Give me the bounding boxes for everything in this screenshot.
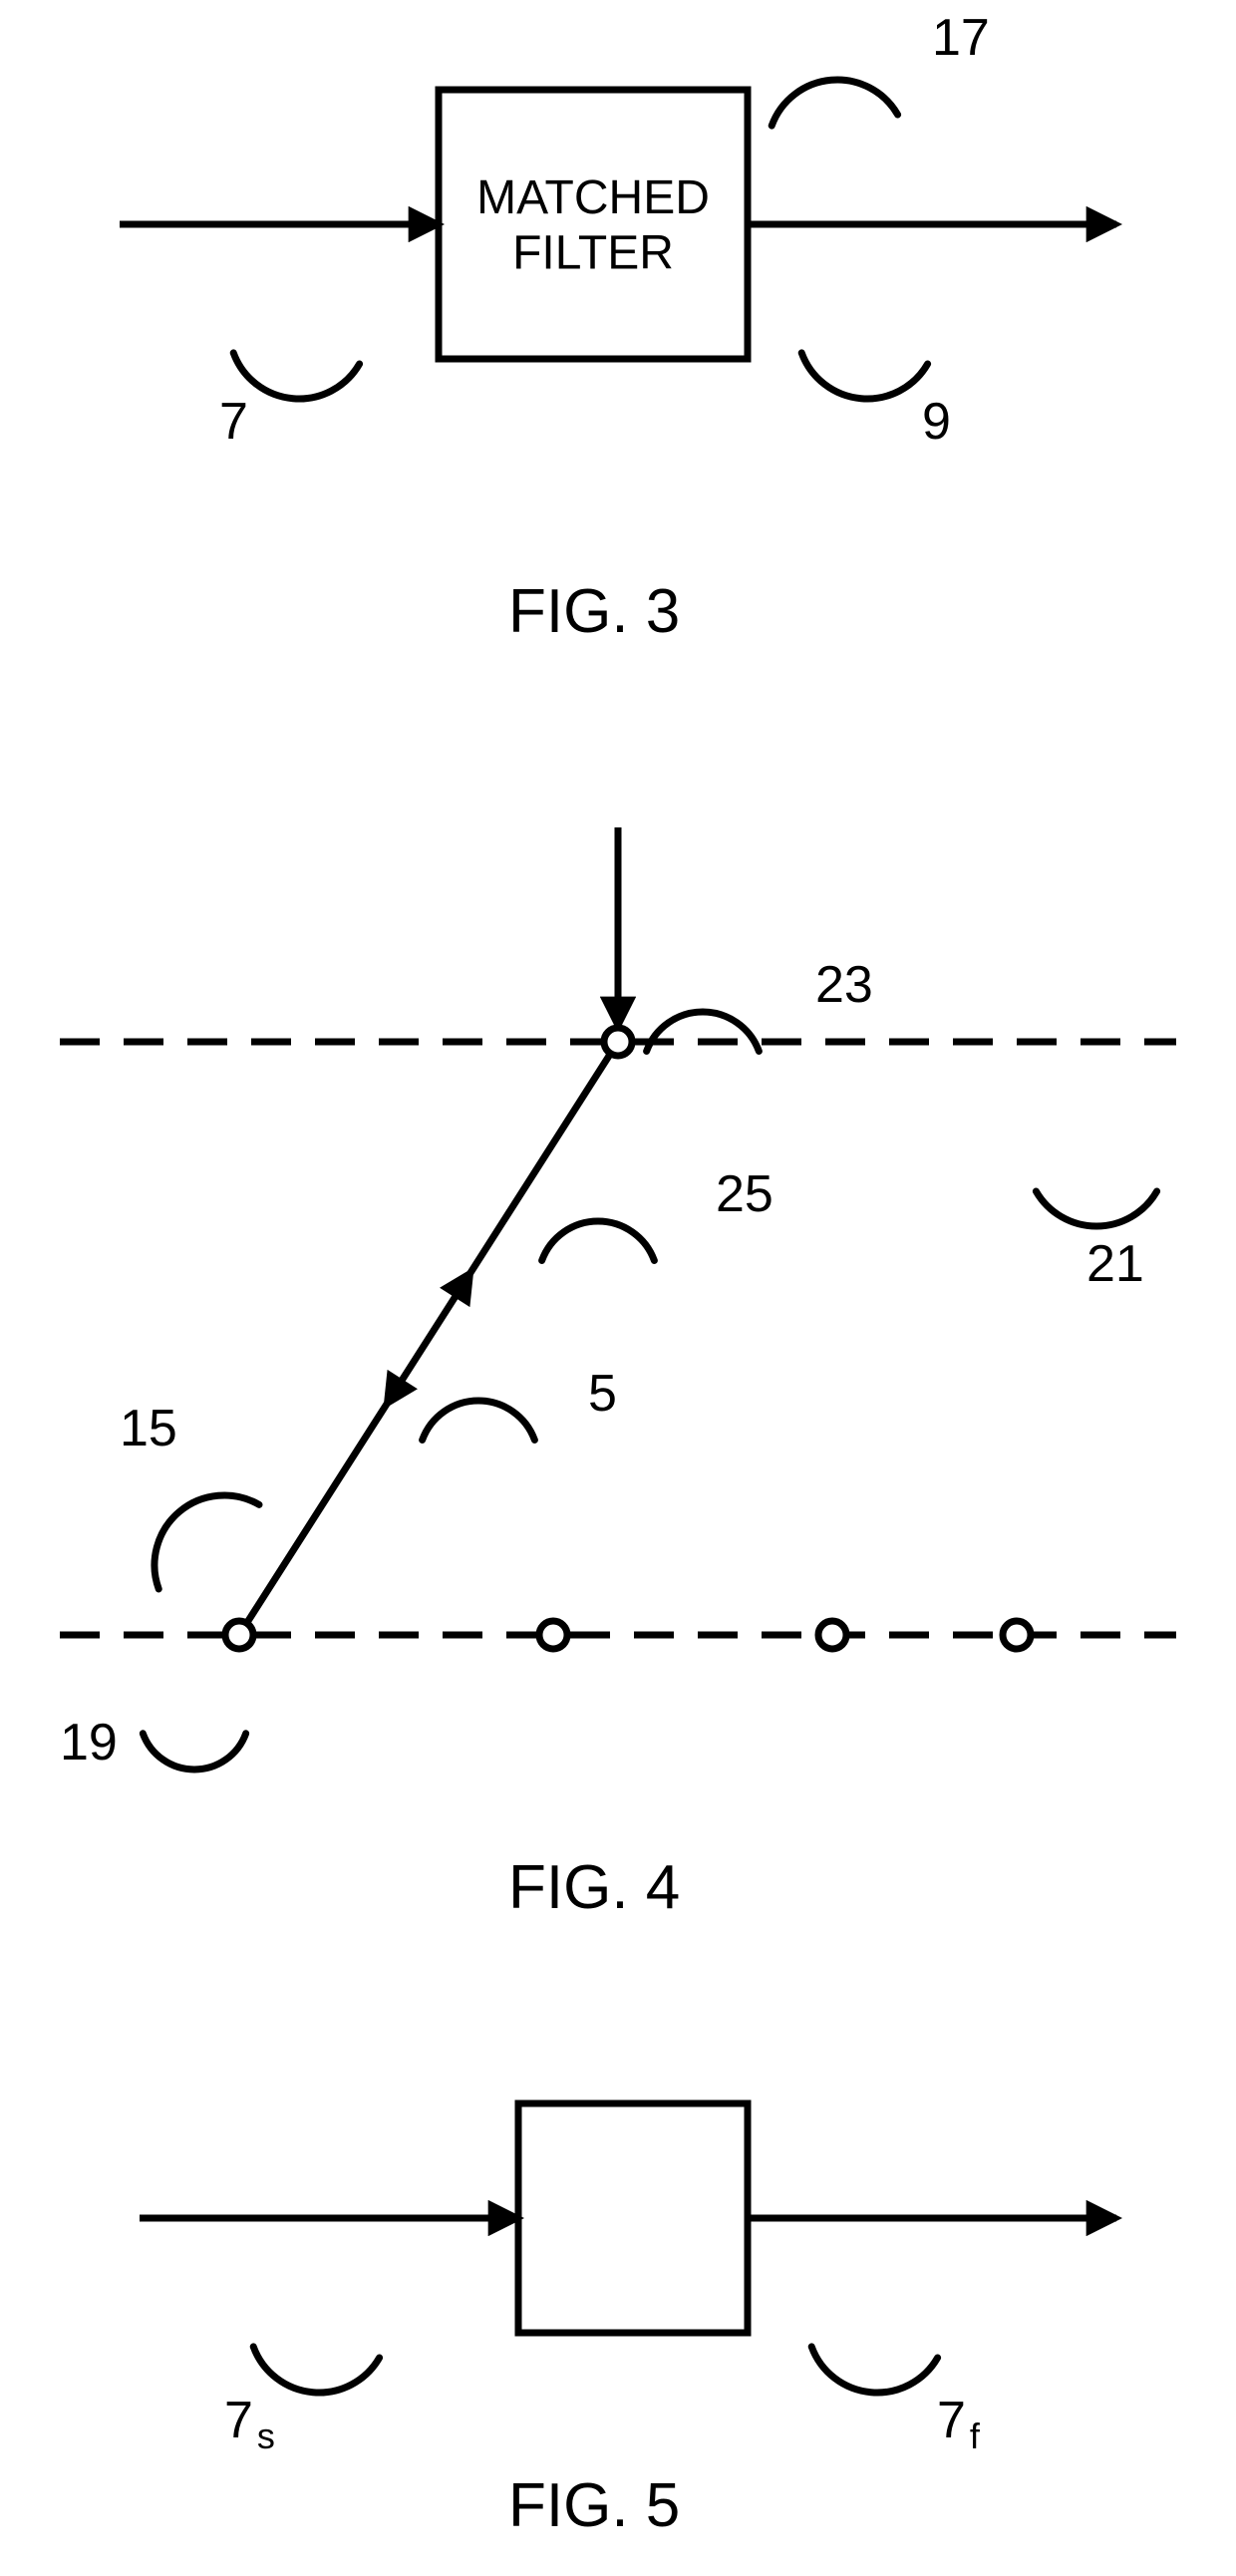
fig3-box-text-line: FILTER: [512, 226, 674, 279]
fig4-callout-21: 21: [1086, 1234, 1144, 1294]
fig5-callout-7f: 7f: [937, 2391, 980, 2457]
fig3-caption: FIG. 3: [508, 576, 680, 647]
fig5-caption: FIG. 5: [508, 2470, 680, 2541]
fig4-callout-25: 25: [716, 1164, 773, 1224]
fig3-callout-9: 9: [922, 392, 951, 452]
fig4-callout-5: 5: [588, 1364, 617, 1424]
fig5-callout-7s: 7s: [224, 2391, 275, 2457]
fig4-callout-23: 23: [815, 955, 873, 1015]
fig4-callout-19: 19: [60, 1713, 118, 1772]
fig4-callout-15: 15: [120, 1399, 177, 1458]
fig3-box-text-line: MATCHED: [476, 171, 710, 224]
fig4-caption: FIG. 4: [508, 1852, 680, 1923]
fig3-callout-7: 7: [219, 392, 248, 452]
fig3-callout-17: 17: [932, 8, 990, 68]
